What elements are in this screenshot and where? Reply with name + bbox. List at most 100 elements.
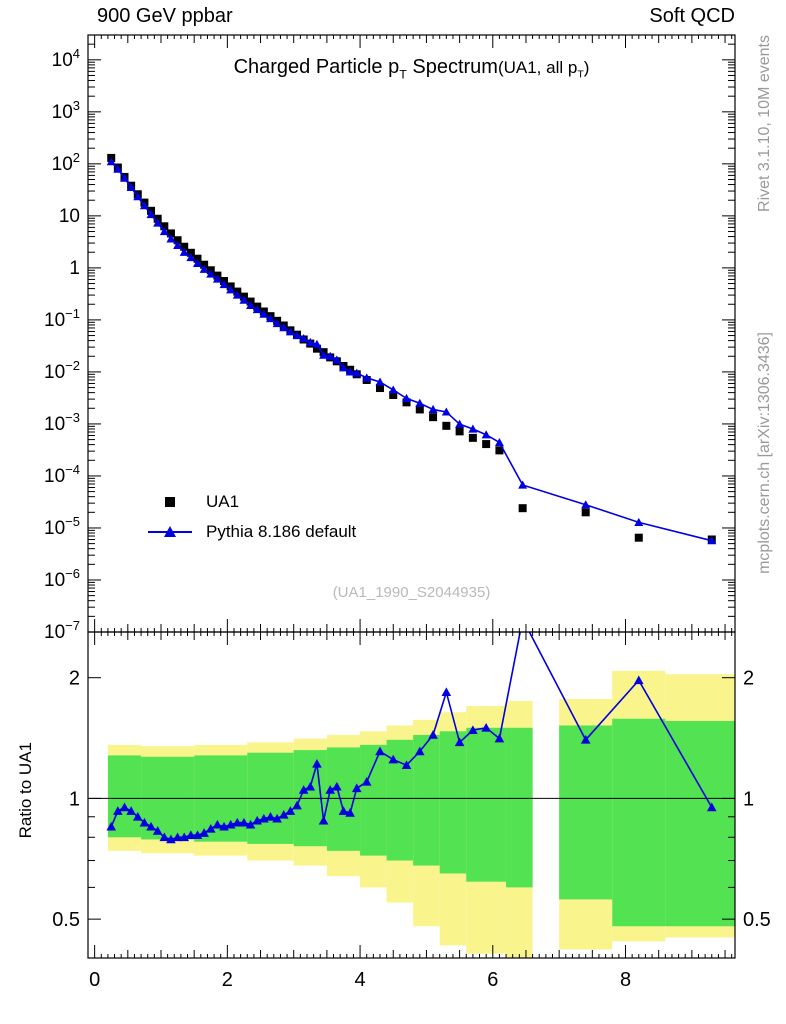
pythia-point <box>338 363 348 372</box>
ratio-point <box>205 823 216 833</box>
ratio-axis-title: Ratio to UA1 <box>16 742 35 839</box>
beam-energy-label: 900 GeV ppbar <box>97 5 233 27</box>
pythia-point <box>402 393 412 402</box>
pythia-point <box>212 274 222 283</box>
axis-ticks <box>88 35 735 959</box>
ratio-point <box>414 746 425 756</box>
pythia-point <box>265 314 275 323</box>
ratio-frame <box>87 631 736 959</box>
ua1-point <box>634 533 643 542</box>
tick-label: 8 <box>620 969 631 991</box>
legend-item-ua1: UA1 <box>148 487 356 517</box>
pythia-point <box>441 407 451 416</box>
ratio-point <box>232 817 243 827</box>
uncertainty-bands <box>107 670 735 958</box>
pythia-point <box>159 227 169 236</box>
pythia-point <box>272 319 282 328</box>
tick-label: 0.5 <box>743 909 771 931</box>
pythia-point <box>455 419 465 428</box>
ua1-point <box>160 222 169 231</box>
plot-title-main: Charged Particle pT Spectrum <box>233 56 498 82</box>
pythia-line <box>110 161 712 542</box>
ua1-point <box>468 433 477 442</box>
log-tick-label: 1 <box>69 258 80 279</box>
inner-band-segment <box>506 727 533 888</box>
legend: UA1 Pythia 8.186 default <box>148 487 356 547</box>
pythia-point <box>206 269 216 278</box>
pythia-point <box>186 253 196 262</box>
ua1-point <box>375 384 384 393</box>
pythia-point <box>468 424 478 433</box>
ratio-point <box>186 830 196 839</box>
ratio-point <box>265 811 276 821</box>
ratio-point <box>518 614 528 623</box>
inner-band-segment <box>466 727 507 882</box>
ua1-point <box>402 398 411 407</box>
pythia-point <box>139 201 149 210</box>
title-suffix-text: (UA1, all p <box>497 58 578 77</box>
title-suffix-subscript: T <box>577 68 584 81</box>
ratio-point <box>338 806 349 815</box>
pythia-point <box>325 351 335 360</box>
ua1-point <box>482 440 491 449</box>
title-suffix-post: ) <box>583 58 590 77</box>
main-series <box>106 153 717 545</box>
log-tick-label: 10−5 <box>44 514 80 539</box>
ratio-point <box>285 806 296 815</box>
ua1-point <box>166 229 175 238</box>
inner-band-segment <box>559 725 613 900</box>
pythia-point <box>166 234 176 243</box>
rivet-version-label: Rivet 3.1.10, 10M events <box>756 35 773 212</box>
ratio-point <box>454 737 465 747</box>
tick-label: 1 <box>69 788 80 810</box>
ratio-point <box>272 813 282 823</box>
pythia-point <box>199 264 209 273</box>
ratio-point <box>119 802 130 812</box>
pythia-point <box>246 300 256 310</box>
plot-title: Charged Particle pT Spectrum(UA1, all pT… <box>88 56 735 82</box>
inner-band-segment <box>413 734 440 866</box>
log-tick-label: 10−7 <box>44 618 80 643</box>
ratio-point <box>481 722 491 732</box>
pythia-point <box>299 333 309 343</box>
ratio-point <box>166 834 176 844</box>
ratio-point <box>212 819 223 829</box>
pythia-point <box>581 500 591 509</box>
log-tick-label: 10 <box>59 206 80 227</box>
pythia-point <box>494 437 504 447</box>
ratio-point <box>401 760 412 770</box>
pythia-point <box>153 218 163 227</box>
pythia-point <box>518 480 528 489</box>
pythia-point <box>173 240 183 250</box>
ratio-point <box>305 781 316 791</box>
log-tick-label: 10−3 <box>44 410 80 435</box>
pythia-point <box>285 327 295 336</box>
ua1-point <box>200 260 209 269</box>
inner-band-segment <box>360 744 387 856</box>
pythia-point <box>133 192 143 201</box>
axis-labels: 10410310210110−110−210−310−410−510−610−7… <box>44 46 771 991</box>
ua1-point <box>495 446 504 455</box>
inner-band-segment <box>612 718 666 927</box>
ratio-point <box>245 819 256 829</box>
tick-label: 1 <box>743 788 754 810</box>
tick-label: 2 <box>69 668 80 690</box>
ratio-point <box>152 826 163 835</box>
pythia-point <box>113 164 123 173</box>
ratio-point <box>298 785 309 794</box>
ratio-point <box>146 821 156 831</box>
title-text: Charged Particle p <box>233 56 400 78</box>
log-tick-label: 10−6 <box>44 566 80 591</box>
ratio-point <box>312 758 322 768</box>
pythia-point <box>292 331 302 340</box>
ua1-point <box>429 413 438 422</box>
ratio-point <box>580 735 591 744</box>
ratio-point <box>332 781 342 791</box>
legend-label-ua1: UA1 <box>206 492 240 511</box>
inner-band-segment <box>665 720 735 927</box>
ua1-point <box>518 504 527 513</box>
pythia-point <box>345 367 355 376</box>
ratio-point <box>179 832 190 842</box>
pythia-point <box>126 182 136 191</box>
